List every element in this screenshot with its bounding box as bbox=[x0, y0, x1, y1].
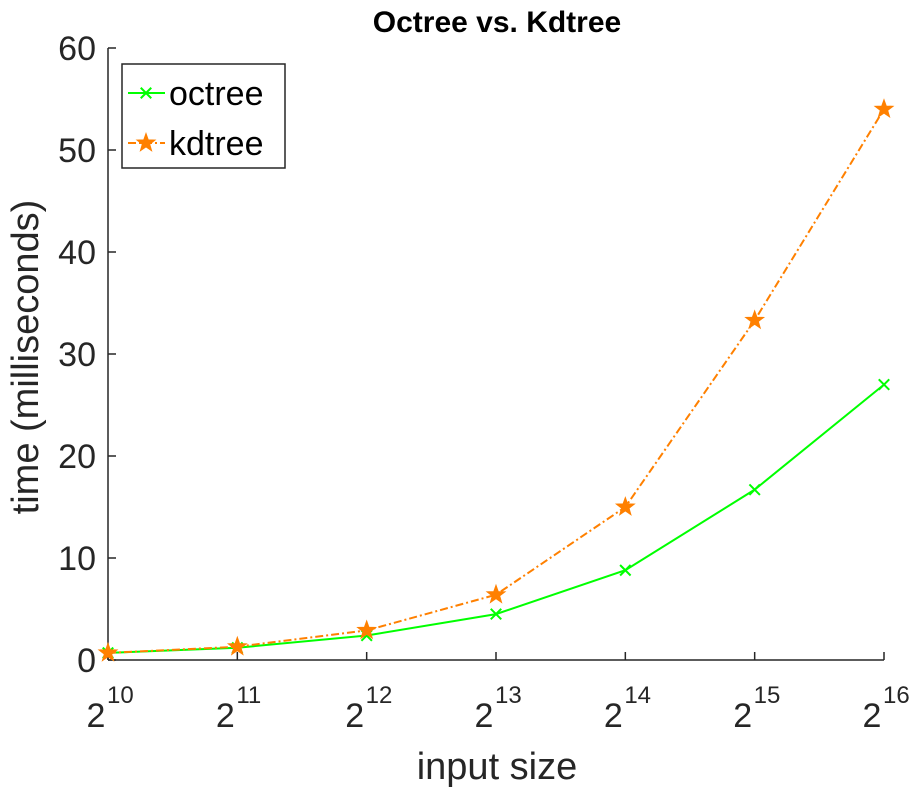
x-tick-label: 216 bbox=[863, 682, 910, 735]
x-tick-label: 214 bbox=[604, 682, 651, 735]
y-axis-label: time (milliseconds) bbox=[5, 200, 47, 515]
x-tick-base: 2 bbox=[87, 697, 106, 735]
chart-title: Octree vs. Kdtree bbox=[373, 6, 621, 39]
kdtree-point bbox=[226, 635, 248, 656]
octree-line bbox=[107, 383, 885, 654]
x-tick-base: 2 bbox=[216, 697, 235, 735]
kdtree-point bbox=[135, 132, 157, 152]
kdtree-point bbox=[744, 309, 766, 330]
kdtree-point bbox=[485, 583, 507, 604]
kdtree-point bbox=[873, 98, 895, 119]
x-tick-exponent: 14 bbox=[624, 682, 651, 709]
octree-point bbox=[490, 608, 502, 621]
y-tick-label: 20 bbox=[58, 438, 96, 476]
y-tick-label: 0 bbox=[77, 642, 96, 680]
y-tick-label: 60 bbox=[58, 30, 96, 68]
octree-point bbox=[140, 87, 152, 99]
series-octree bbox=[102, 378, 890, 659]
kdtree-point bbox=[97, 641, 119, 662]
x-tick-base: 2 bbox=[604, 697, 623, 735]
x-tick-exponent: 15 bbox=[754, 682, 781, 709]
x-tick-label: 210 bbox=[87, 682, 134, 735]
kdtree-point bbox=[356, 619, 378, 640]
x-tick-label: 215 bbox=[733, 682, 780, 735]
x-tick-exponent: 12 bbox=[366, 682, 393, 709]
octree-point bbox=[748, 483, 761, 496]
x-tick-label: 211 bbox=[216, 682, 261, 735]
x-tick-exponent: 16 bbox=[883, 682, 910, 709]
series-layer bbox=[97, 98, 895, 662]
legend-label: octree bbox=[169, 75, 264, 113]
x-tick-exponent: 11 bbox=[236, 682, 261, 709]
legend: octree kdtree bbox=[121, 63, 286, 169]
legend-item-octree: octree bbox=[128, 75, 264, 113]
y-tick-label: 50 bbox=[58, 132, 96, 170]
octree-point bbox=[619, 564, 632, 577]
kdtree-line bbox=[107, 108, 885, 654]
y-tick-label: 30 bbox=[58, 336, 96, 374]
octree-point bbox=[878, 378, 890, 391]
kdtree-point bbox=[614, 496, 636, 516]
x-tick-base: 2 bbox=[733, 697, 752, 735]
x-tick-label: 212 bbox=[345, 682, 392, 735]
x-tick-base: 2 bbox=[475, 697, 494, 735]
series-kdtree bbox=[97, 98, 895, 662]
x-tick-base: 2 bbox=[345, 697, 364, 735]
y-tick-label: 10 bbox=[58, 540, 96, 578]
legend-box bbox=[121, 63, 286, 169]
y-tick-label: 40 bbox=[58, 234, 96, 272]
legend-item-kdtree: kdtree bbox=[128, 125, 264, 163]
legend-label: kdtree bbox=[169, 125, 264, 163]
x-tick-base: 2 bbox=[863, 697, 882, 735]
x-axis-label: input size bbox=[417, 746, 578, 788]
x-tick-exponent: 10 bbox=[107, 682, 134, 709]
x-tick-exponent: 13 bbox=[495, 682, 522, 709]
x-tick-label: 213 bbox=[475, 682, 522, 735]
